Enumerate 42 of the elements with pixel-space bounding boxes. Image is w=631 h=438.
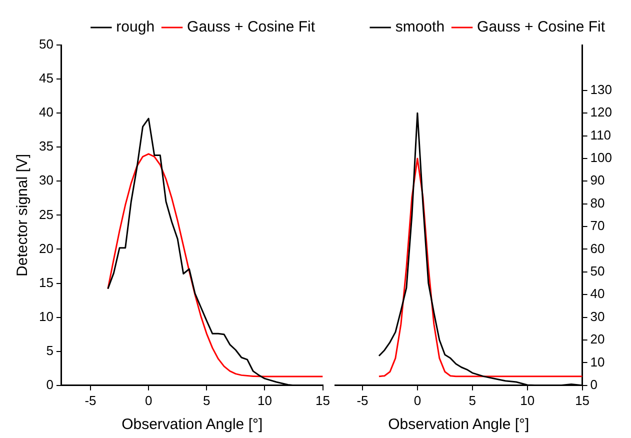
y-tick-label: 5 (46, 342, 54, 358)
y2-tick-label: 130 (590, 82, 612, 97)
x-tick-label: 15 (575, 392, 590, 408)
y-axis-title: Detector signal [V] (14, 154, 32, 276)
y-tick-label: 40 (38, 104, 54, 120)
y2-tick-label: 120 (590, 104, 612, 120)
legend-label: Gauss + Cosine Fit (187, 18, 316, 36)
y2-tick-label: 40 (590, 286, 605, 302)
x-tick-label: -5 (356, 392, 368, 408)
x-tick-label: 0 (414, 392, 422, 408)
y2-tick-label: 100 (590, 150, 612, 166)
x-tick-label: 15 (316, 392, 330, 408)
x-tick-label: 5 (468, 392, 476, 408)
y2-tick-label: 110 (590, 127, 612, 142)
y2-tick-label: 20 (590, 332, 605, 347)
x-axis-title: Observation Angle [°] (388, 416, 530, 434)
y-tick-label: 20 (38, 240, 54, 256)
y-tick-label: 0 (46, 376, 54, 392)
legend-label: smooth (395, 18, 445, 36)
y2-tick-label: 10 (590, 354, 605, 370)
y2-tick-label: 90 (590, 172, 605, 188)
legend-label: rough (116, 18, 155, 36)
x-tick-label: 0 (144, 392, 152, 408)
y2-tick-label: 0 (590, 376, 598, 392)
y-tick-label: 45 (38, 70, 54, 86)
y2-tick-label: 50 (590, 264, 605, 279)
y-tick-label: 30 (38, 172, 54, 188)
x-tick-label: 10 (257, 392, 272, 408)
legend-label: Gauss + Cosine Fit (477, 18, 606, 36)
x-tick-label: 10 (520, 392, 535, 408)
y-tick-label: 35 (38, 138, 54, 154)
x-tick-label: 5 (203, 392, 210, 408)
x-axis-title: Observation Angle [°] (122, 416, 263, 434)
y2-tick-label: 70 (590, 218, 605, 234)
y2-tick-label: 30 (590, 308, 605, 324)
y-tick-label: 10 (38, 308, 54, 324)
y-tick-label: 25 (38, 206, 54, 222)
y2-tick-label: 60 (590, 240, 605, 256)
y-tick-label: 50 (38, 36, 54, 52)
y2-tick-label: 80 (590, 195, 605, 210)
x-tick-label: -5 (84, 392, 96, 408)
y-tick-label: 15 (38, 274, 54, 290)
